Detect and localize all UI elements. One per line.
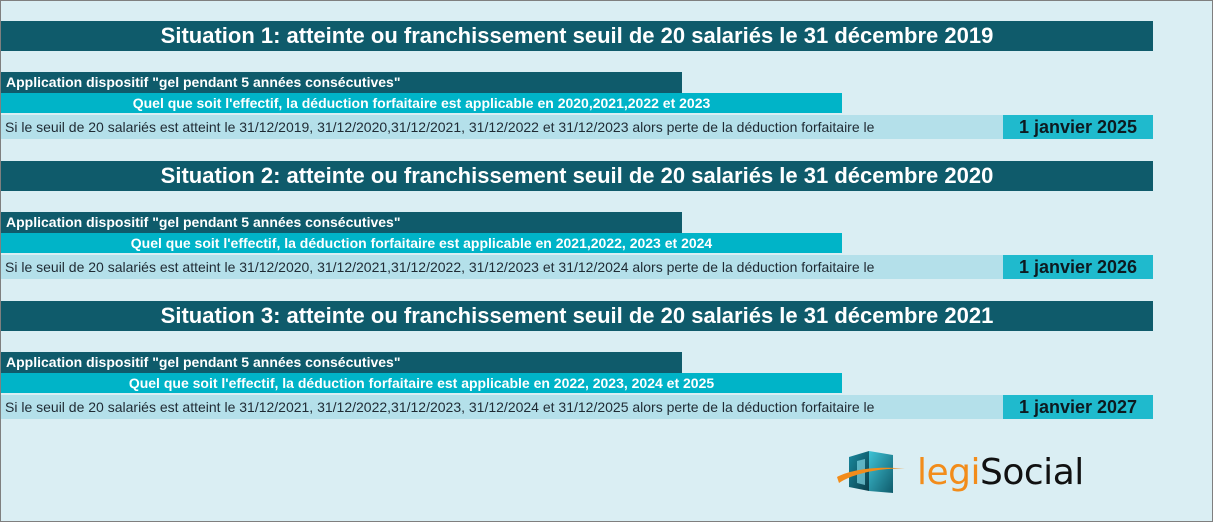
situation-title: Situation 2: atteinte ou franchissement … (1, 161, 1153, 191)
condition-label: Quel que soit l'effectif, la déduction f… (1, 373, 842, 393)
loss-date: 1 janvier 2027 (1003, 395, 1153, 419)
application-label: Application dispositif "gel pendant 5 an… (1, 72, 682, 93)
condition-label: Quel que soit l'effectif, la déduction f… (1, 233, 842, 253)
loss-date: 1 janvier 2026 (1003, 255, 1153, 279)
logo-wordmark: legiSocial (917, 449, 1084, 497)
threshold-text: Si le seuil de 20 salariés est atteint l… (1, 255, 1003, 279)
loss-date: 1 janvier 2025 (1003, 115, 1153, 139)
situation-2: Situation 2: atteinte ou franchissement … (1, 161, 1212, 291)
legisocial-logo: legiSocial (835, 447, 1105, 503)
situation-3: Situation 3: atteinte ou franchissement … (1, 301, 1212, 431)
logo-text-social: Social (980, 452, 1084, 493)
application-label: Application dispositif "gel pendant 5 an… (1, 352, 682, 373)
threshold-text: Si le seuil de 20 salariés est atteint l… (1, 395, 1003, 419)
situation-title: Situation 3: atteinte ou franchissement … (1, 301, 1153, 331)
situation-title: Situation 1: atteinte ou franchissement … (1, 21, 1153, 51)
condition-label: Quel que soit l'effectif, la déduction f… (1, 93, 842, 113)
logo-text-legi: legi (917, 452, 981, 493)
application-label: Application dispositif "gel pendant 5 an… (1, 212, 682, 233)
threshold-text: Si le seuil de 20 salariés est atteint l… (1, 115, 1003, 139)
situation-1: Situation 1: atteinte ou franchissement … (1, 21, 1212, 151)
legisocial-logo-mark-icon (837, 451, 905, 493)
